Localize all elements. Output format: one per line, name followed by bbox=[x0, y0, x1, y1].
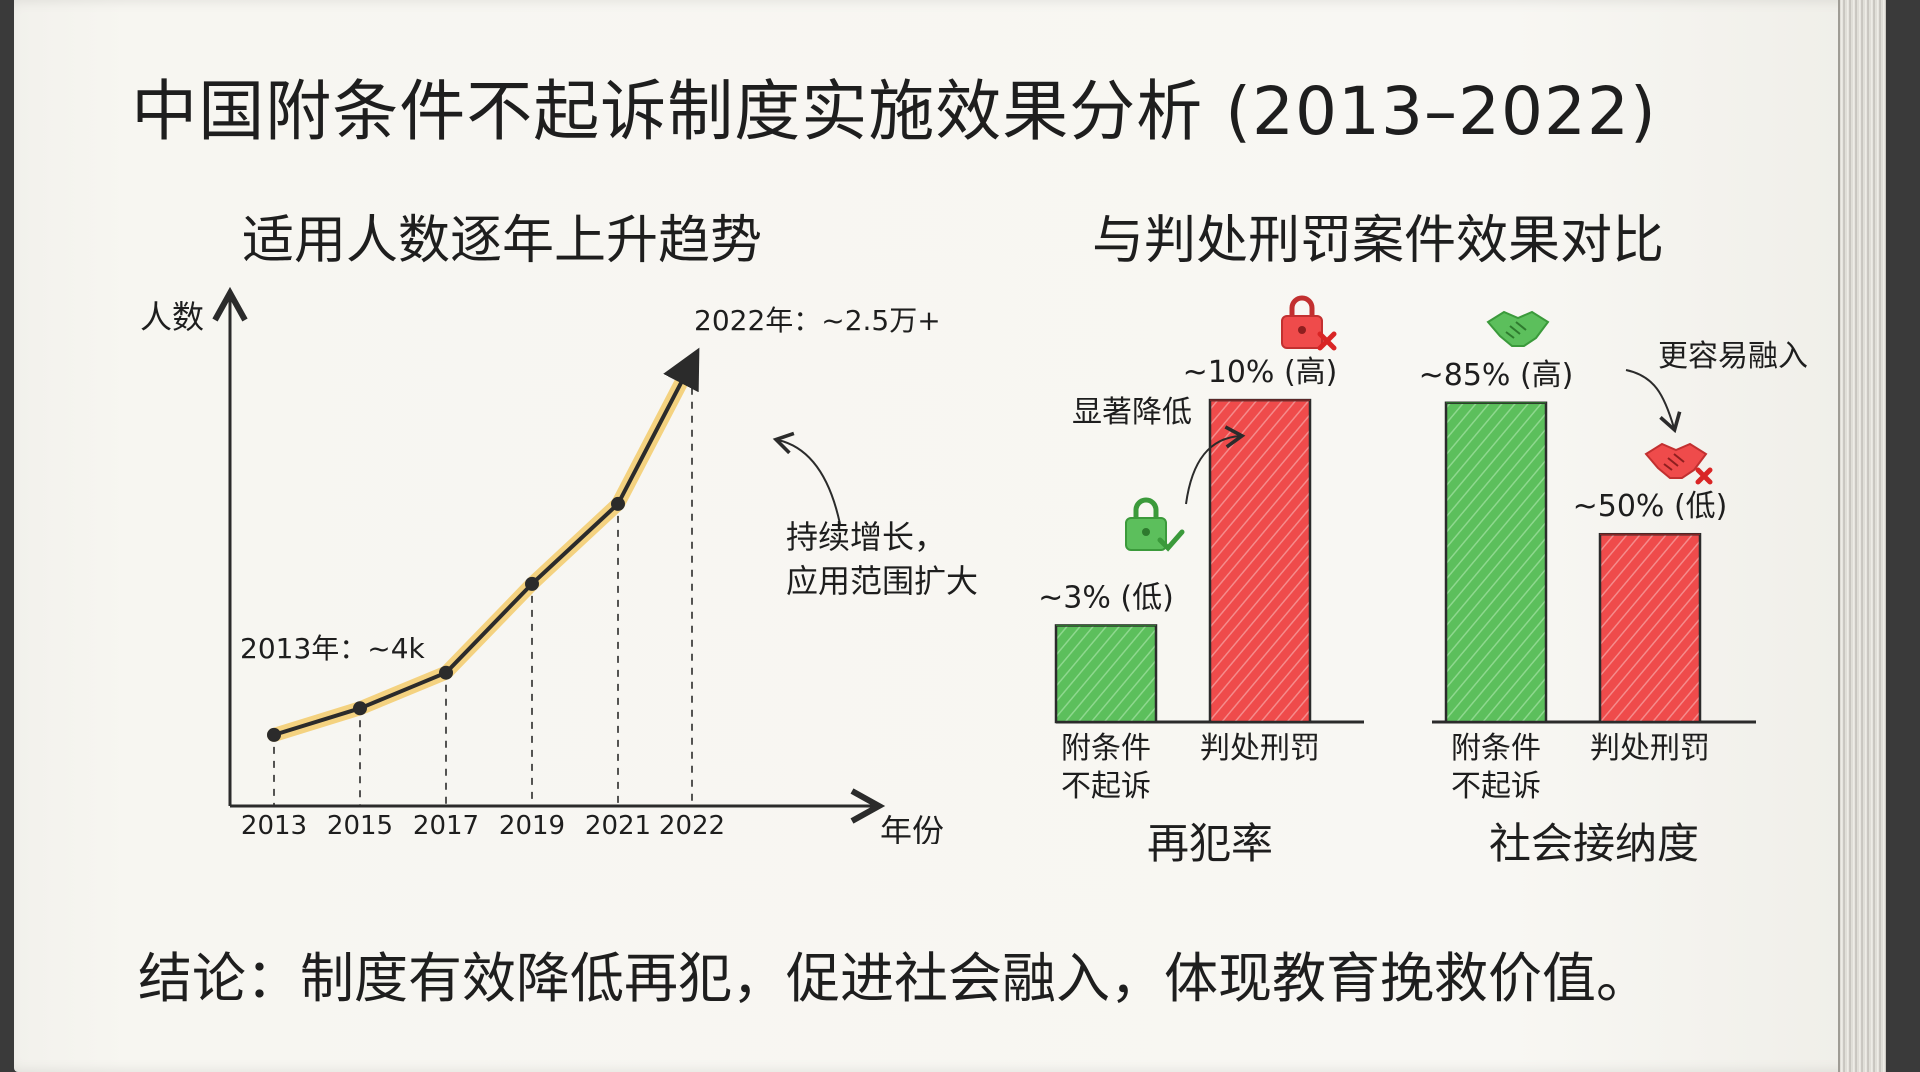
bar-0-0 bbox=[1054, 624, 1158, 724]
data-point-2017 bbox=[439, 665, 453, 680]
x-tick-2017: 2017 bbox=[413, 811, 479, 841]
line-chart-title: 适用人数逐年上升趋势 bbox=[242, 211, 763, 271]
bar-category-label-0-0: 附条件 bbox=[1061, 731, 1151, 766]
bar-1-1 bbox=[1598, 532, 1702, 724]
bar-1-0 bbox=[1444, 401, 1548, 724]
integration-note: 更容易融入 bbox=[1658, 339, 1808, 374]
bar-category-label-0-1: 判处刑罚 bbox=[1200, 731, 1320, 766]
bar-chart: ~3% (低)附条件不起诉~10% (高)判处刑罚~85% (高)附条件不起诉~… bbox=[1038, 295, 1808, 868]
group-label-acceptance: 社会接纳度 bbox=[1489, 819, 1699, 868]
y-axis-label: 人数 bbox=[140, 298, 204, 336]
group-label-recidivism: 再犯率 bbox=[1147, 819, 1273, 868]
end-annotation: 2022年：~2.5万+ bbox=[694, 304, 941, 337]
start-annotation: 2013年：~4k bbox=[240, 632, 426, 665]
growth-note-line2: 应用范围扩大 bbox=[786, 562, 978, 600]
bar-category-label2-0-0: 不起诉 bbox=[1061, 769, 1151, 804]
data-point-2013 bbox=[267, 727, 281, 742]
growth-note-line1: 持续增长， bbox=[786, 518, 946, 556]
bar-category-label2-1-0: 不起诉 bbox=[1451, 769, 1541, 804]
decrease-note: 显著降低 bbox=[1072, 395, 1192, 430]
trend-line bbox=[272, 347, 700, 737]
data-point-2019 bbox=[525, 576, 539, 591]
x-axis-label: 年份 bbox=[880, 812, 944, 844]
trend-highlight bbox=[267, 354, 699, 742]
handshake-icon bbox=[1486, 310, 1550, 347]
conclusion-text: 结论：制度有效降低再犯，促进社会融入，体现教育挽救价值。 bbox=[138, 947, 1650, 1010]
notebook-page: 中国附条件不起诉制度实施效果分析 (2013–2022) 适用人数逐年上升趋势 … bbox=[14, 0, 1886, 1072]
bar-value-label-0-0: ~3% (低) bbox=[1038, 580, 1174, 615]
integration-arrow bbox=[1625, 369, 1682, 434]
x-tick-2013: 2013 bbox=[241, 811, 307, 841]
x-tick-2021: 2021 bbox=[585, 811, 651, 841]
bar-0-1 bbox=[1208, 398, 1312, 724]
data-point-2015 bbox=[353, 701, 367, 716]
decrease-arrow bbox=[1185, 425, 1246, 505]
x-tick-2022: 2022 bbox=[659, 811, 725, 841]
handshake-x-icon bbox=[1644, 442, 1713, 485]
bar-chart-title: 与判处刑罚案件效果对比 bbox=[1092, 211, 1665, 271]
bar-category-label-1-1: 判处刑罚 bbox=[1590, 731, 1710, 766]
page-title: 中国附条件不起诉制度实施效果分析 (2013–2022) bbox=[131, 73, 1657, 150]
bar-value-label-1-1: ~50% (低) bbox=[1573, 489, 1728, 524]
line-chart: 人数 年份 2013 2015 2017 2019 2021 2022 2013年：~4k… bbox=[140, 286, 978, 844]
data-point-2021 bbox=[611, 496, 625, 511]
bar-category-label-1-0: 附条件 bbox=[1451, 731, 1541, 766]
x-tick-2019: 2019 bbox=[499, 811, 565, 841]
bar-value-label-0-1: ~10% (高) bbox=[1183, 355, 1338, 390]
x-tick-2015: 2015 bbox=[327, 811, 393, 841]
lock-x-icon bbox=[1281, 295, 1337, 351]
bar-value-label-1-0: ~85% (高) bbox=[1419, 358, 1574, 393]
note-arrow bbox=[772, 431, 841, 525]
notebook-spine bbox=[1838, 0, 1886, 1072]
lock-check-icon bbox=[1125, 497, 1185, 552]
